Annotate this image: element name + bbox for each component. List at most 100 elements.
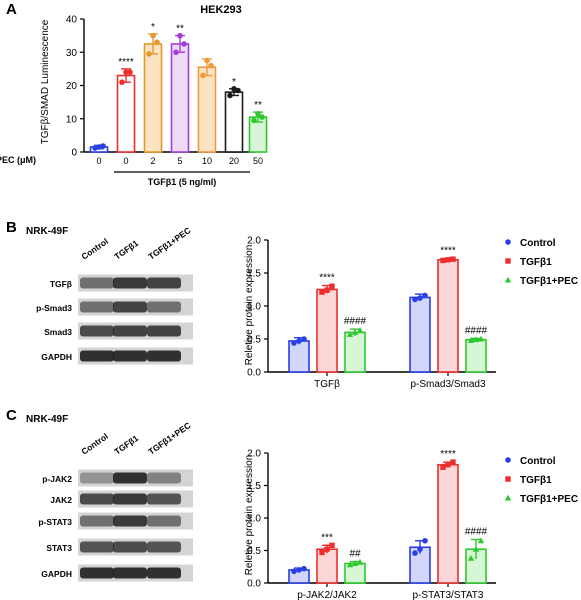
chart-a-y-tick-label: 10: [66, 114, 78, 125]
chart-a-data-point: [119, 79, 125, 85]
chart-c-legend-marker: [505, 457, 511, 463]
chart-a-data-point: [173, 49, 179, 56]
chart-a-bar: [170, 43, 190, 153]
blot-c-row-label: STAT3: [46, 543, 72, 553]
chart-a-y-tick-label: 20: [66, 81, 78, 92]
blot-c-band: [113, 515, 147, 527]
chart-a-data-point: [177, 32, 183, 39]
chart-a-significance-label: *: [232, 77, 236, 88]
chart-c-data-point: [467, 555, 475, 561]
chart-b-legend-marker: [505, 239, 511, 245]
chart-b-significance-label: ####: [344, 316, 367, 327]
chart-b-data-point: [422, 292, 428, 299]
chart-b-data-point: [291, 340, 297, 346]
blot-c-band: [147, 515, 181, 527]
chart-c-data-point: [291, 568, 297, 575]
chart-a-data-point: [181, 41, 187, 47]
blot-b-title: NRK-49F: [26, 226, 68, 237]
chart-b-significance-label: ****: [440, 245, 456, 256]
blot-c-lane-label: Control: [79, 431, 109, 457]
blot-b-band: [80, 301, 114, 313]
chart-c-data-point: [440, 464, 446, 470]
chart-a-significance-label: **: [176, 24, 184, 35]
chart-b-data-point: [356, 327, 364, 333]
chart-c-ylabel: Reletive protein expression: [244, 455, 255, 576]
blot-b-row-label: TGFβ: [50, 279, 72, 289]
chart-b-bar: [437, 258, 459, 373]
chart-a-category-label: 2: [150, 156, 155, 166]
chart-a-data-point: [200, 72, 206, 79]
chart-b-data-point: [296, 338, 302, 344]
blot-c-row-label: p-JAK2: [42, 474, 72, 484]
chart-c-data-point: [422, 537, 428, 544]
chart-b-y-tick-label: 2.0: [247, 236, 261, 247]
chart-c-legend-marker: [505, 476, 511, 482]
chart-c-bar: [437, 463, 459, 584]
chart-a-significance-label: **: [254, 100, 262, 111]
blot-b-row-label: GAPDH: [41, 352, 72, 362]
chart-b-bar: [465, 338, 487, 373]
chart-c-data-point: [324, 546, 330, 552]
chart-b-data-point: [324, 287, 330, 293]
chart-c-y-tick-label: 1.0: [247, 514, 261, 525]
chart-c-significance-label: ***: [321, 532, 333, 543]
blot-b-band: [80, 325, 114, 337]
blot-b-band: [147, 301, 181, 313]
chart-b-data-point: [351, 329, 359, 335]
chart-a-bracket-label: TGFβ1 (5 ng/ml): [148, 177, 217, 187]
chart-b-data-point: [440, 257, 446, 264]
chart-c-significance-label: ##: [349, 549, 361, 560]
chart-b-y-tick-label: 0.5: [247, 335, 261, 346]
chart-c-y-tick-label: 0.5: [247, 546, 261, 557]
chart-c-data-point: [296, 567, 302, 573]
blot-c-lane-label: TGFβ1: [112, 433, 140, 457]
blot-b-lane-label: TGFβ1: [112, 238, 140, 262]
blot-c-band: [113, 493, 147, 505]
chart-c-y-tick-label: 1.5: [247, 481, 261, 492]
chart-b-significance-label: ####: [465, 325, 488, 336]
blot-b-row-label: p-Smad3: [36, 303, 72, 313]
chart-c-legend-label: TGFβ1: [520, 475, 552, 486]
chart-b-data-point: [417, 295, 423, 301]
chart-a-data-point: [227, 92, 233, 99]
blot-c-row-label: GAPDH: [41, 569, 72, 579]
chart-c-data-point: [445, 462, 451, 468]
chart-b-ylabel: Reletive protein expression: [244, 245, 255, 366]
blot-c-band: [80, 541, 114, 553]
blot-b-lane-label: Control: [79, 236, 109, 262]
chart-b-y-tick-label: 1.0: [247, 302, 261, 313]
chart-b-data-point: [412, 296, 418, 303]
chart-a-data-point: [208, 62, 214, 69]
chart-b-data-point: [346, 331, 354, 337]
blot-b-band: [80, 350, 114, 362]
panel-letter-c: C: [6, 407, 17, 424]
chart-b: Reletive protein expression 0.0 0.5 1.0 1.5…: [244, 236, 578, 391]
chart-b-bar: [409, 296, 431, 373]
chart-b-legend-label: TGFβ1+PEC: [520, 276, 578, 287]
chart-c-data-point: [472, 545, 480, 552]
blot-c-band: [113, 541, 147, 553]
chart-b-bar: [288, 340, 310, 373]
chart-c-data-point: [450, 459, 456, 465]
chart-a-y-tick-label: 0: [71, 148, 77, 159]
blot-b-lane-label: TGFβ1+PEC: [146, 225, 192, 262]
chart-a-data-point: [154, 39, 160, 46]
chart-a-data-point: [127, 69, 133, 75]
chart-a-y-tick-label: 30: [66, 48, 78, 59]
chart-a-data-point: [235, 87, 241, 94]
chart-c-legend-marker: [504, 494, 512, 501]
chart-a-pec-row-label: PEC (μM): [0, 155, 36, 165]
blot-b-band: [113, 325, 147, 337]
chart-c-significance-label: ####: [465, 526, 488, 537]
chart-b-data-point: [319, 289, 325, 295]
blot-b-band: [147, 277, 181, 289]
panel-letter-b: B: [6, 219, 17, 236]
chart-b-y-tick-label: 0.0: [247, 368, 261, 379]
chart-a-data-point: [259, 114, 265, 120]
blot-c-title: NRK-49F: [26, 414, 68, 425]
chart-b-legend-marker: [504, 276, 512, 283]
chart-c-category-label: p-JAK2/JAK2: [297, 590, 357, 600]
chart-a-category-label: 0: [96, 156, 101, 166]
chart-c-data-point: [319, 549, 325, 556]
